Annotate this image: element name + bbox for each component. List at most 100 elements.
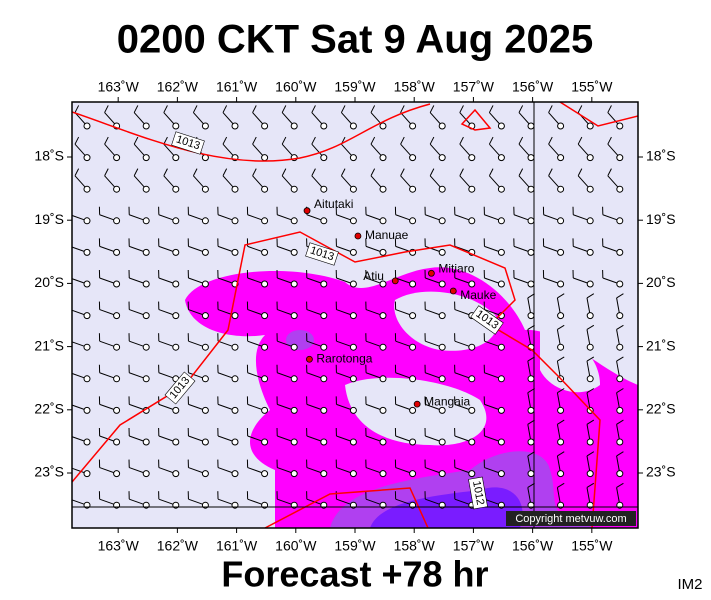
station (172, 470, 180, 478)
barb-feather (557, 451, 565, 457)
station (409, 217, 417, 225)
station (497, 185, 505, 193)
barb-feather (370, 136, 376, 145)
station (586, 375, 594, 383)
station (616, 406, 624, 414)
station (201, 375, 209, 383)
station (379, 154, 387, 162)
lon-label: 157˚W (453, 538, 495, 554)
station (201, 248, 209, 256)
isobar-label-box (164, 371, 196, 405)
station (142, 154, 150, 162)
station (527, 185, 535, 193)
station (320, 406, 328, 414)
lon-label: 155˚W (571, 538, 613, 554)
barb-feather (586, 356, 595, 362)
barb-feather (163, 105, 168, 113)
lon-label: 157˚W (453, 79, 495, 95)
station (527, 154, 535, 162)
station (83, 185, 91, 193)
barb-feather (557, 419, 565, 425)
barb-feather (281, 168, 287, 177)
station (172, 406, 180, 414)
station (142, 312, 150, 320)
lat-label: 22˚S (646, 401, 676, 417)
station (616, 280, 624, 288)
barb-feather (222, 136, 228, 145)
barb-feather (577, 105, 583, 113)
station (438, 248, 446, 256)
barb-feather (311, 168, 316, 177)
station (468, 438, 476, 446)
isobar-line (264, 487, 429, 528)
barb-feather (548, 136, 553, 145)
barb-feather (252, 136, 257, 145)
station (83, 343, 91, 351)
isobar-value: 1012 (470, 480, 486, 506)
station (349, 312, 357, 320)
barb-feather (459, 168, 464, 177)
station (349, 470, 357, 478)
station (616, 343, 624, 351)
station (349, 375, 357, 383)
station (290, 280, 298, 288)
station (557, 280, 565, 288)
station (290, 406, 298, 414)
isobar-line (460, 108, 492, 131)
station (261, 280, 269, 288)
lon-label: 158˚W (394, 538, 436, 554)
station (142, 470, 150, 478)
station (438, 185, 446, 193)
station (557, 122, 565, 130)
barb-feather (518, 105, 524, 113)
barb-feather (340, 168, 346, 177)
station (497, 438, 505, 446)
station (527, 406, 535, 414)
lon-label: 156˚W (512, 538, 554, 554)
barb-feather (616, 482, 624, 488)
lat-label: 22˚S (34, 401, 64, 417)
place-marker (306, 355, 313, 363)
station (616, 154, 624, 162)
barb-feather (586, 482, 595, 488)
barb-feather (192, 105, 198, 113)
station (497, 154, 505, 162)
station (142, 375, 150, 383)
station (557, 470, 565, 478)
isobar-label: 1013 (305, 242, 339, 266)
station (527, 470, 535, 478)
station (172, 343, 180, 351)
station (201, 312, 209, 320)
station (438, 470, 446, 478)
barb-feather (370, 105, 376, 113)
station (83, 312, 91, 320)
barb-feather (400, 105, 405, 113)
barb-feather (133, 105, 139, 113)
barb-feather (459, 105, 464, 113)
station (527, 217, 535, 225)
station (231, 122, 239, 130)
station (438, 406, 446, 414)
station (201, 343, 209, 351)
station (349, 122, 357, 130)
station (320, 438, 328, 446)
station (83, 470, 91, 478)
station (497, 375, 505, 383)
station (409, 122, 417, 130)
station (201, 438, 209, 446)
barb-feather (527, 324, 535, 330)
station (231, 375, 239, 383)
station (83, 406, 91, 414)
station (83, 122, 91, 130)
barb-feather (616, 356, 624, 362)
barb-feather (607, 105, 612, 113)
lat-label: 21˚S (34, 337, 64, 353)
barb-feather (527, 419, 535, 425)
station (468, 217, 476, 225)
station (527, 280, 535, 288)
barb-feather (133, 168, 139, 177)
barb-feather (616, 388, 624, 394)
station (231, 470, 239, 478)
station (586, 248, 594, 256)
